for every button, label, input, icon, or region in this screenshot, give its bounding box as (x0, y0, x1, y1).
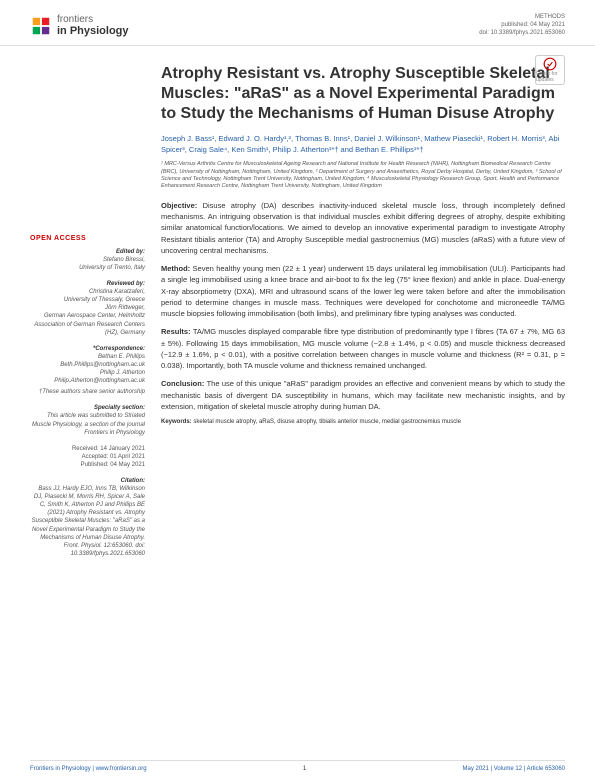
spec-label: Specialty section: (30, 404, 145, 412)
journal-name: frontiers in Physiology (57, 14, 129, 37)
senior-note: †These authors share senior authorship (30, 388, 145, 396)
sidebar: OPEN ACCESS Edited by: Stefano Biressi, … (30, 64, 145, 566)
edited-by-section: Edited by: Stefano Biressi, University o… (30, 248, 145, 272)
footer-left[interactable]: Frontiers in Physiology | www.frontiersi… (30, 766, 147, 772)
published-date: published: 04 May 2021 (479, 22, 565, 30)
affiliations: ¹ MRC-Versus Arthritis Centre for Muscul… (161, 161, 565, 190)
journal-logo: frontiers in Physiology (30, 14, 129, 37)
corr2-email: Philip.Atherton@nottingham.ac.uk (30, 377, 145, 385)
keywords-label: Keywords: (161, 419, 192, 425)
citation-text: Bass JJ, Hardy EJO, Inns TB, Wilkinson D… (30, 485, 145, 558)
edited-label: Edited by: (30, 248, 145, 256)
methods-label: METHODS (479, 14, 565, 22)
citation-section: Citation: Bass JJ, Hardy EJO, Inns TB, W… (30, 477, 145, 558)
check-updates-badge[interactable]: Check for updates (535, 55, 565, 85)
frontiers-icon (30, 15, 52, 37)
footer-right: May 2021 | Volume 12 | Article 653060 (462, 766, 565, 772)
objective-section: Objective: Disuse atrophy (DA) describes… (161, 200, 565, 256)
corr2-name: Philip J. Atherton (30, 369, 145, 377)
reviewed-label: Reviewed by: (30, 280, 145, 288)
keywords-text: skeletal muscle atrophy, aRaS, disuse at… (192, 419, 461, 425)
main-content: OPEN ACCESS Edited by: Stefano Biressi, … (0, 46, 595, 574)
correspondence-section: *Correspondence: Bethan E. Phillips Beth… (30, 345, 145, 397)
editor-aff: University of Trento, Italy (30, 264, 145, 272)
method-heading: Method: (161, 264, 190, 273)
article-title: Atrophy Resistant vs. Atrophy Susceptibl… (161, 64, 565, 124)
reviewer2-name: Jörn Rittweger, (30, 304, 145, 312)
reviewer1-aff: University of Thessaly, Greece (30, 296, 145, 304)
corr1-email: Beth.Phillips@nottingham.ac.uk (30, 361, 145, 369)
spec-text: This article was submitted to Striated M… (30, 412, 145, 436)
journal-line1: frontiers (57, 14, 93, 25)
objective-heading: Objective: (161, 201, 197, 210)
doi: doi: 10.3389/fphys.2021.653060 (479, 30, 565, 38)
page-number: 1 (303, 766, 306, 772)
results-heading: Results: (161, 327, 191, 336)
page-footer: Frontiers in Physiology | www.frontiersi… (30, 760, 565, 772)
publication-info: METHODS published: 04 May 2021 doi: 10.3… (479, 14, 565, 37)
conclusion-section: Conclusion: The use of this unique "aRaS… (161, 378, 565, 412)
editor-name: Stefano Biressi, (30, 256, 145, 264)
dates-section: Received: 14 January 2021 Accepted: 01 A… (30, 445, 145, 469)
reviewer2-aff: German Aerospace Center, Helmholtz Assoc… (30, 312, 145, 336)
open-access-label: OPEN ACCESS (30, 234, 145, 243)
method-text: Seven healthy young men (22 ± 1 year) un… (161, 264, 565, 318)
keywords: Keywords: skeletal muscle atrophy, aRaS,… (161, 419, 565, 425)
received-date: Received: 14 January 2021 (30, 445, 145, 453)
conclusion-heading: Conclusion: (161, 379, 204, 388)
journal-line2: in Physiology (57, 25, 129, 37)
specialty-section: Specialty section: This article was subm… (30, 404, 145, 436)
reviewer1-name: Christina Karatzaferi, (30, 288, 145, 296)
conclusion-text: The use of this unique "aRaS" paradigm p… (161, 379, 565, 411)
article-content: Atrophy Resistant vs. Atrophy Susceptibl… (161, 64, 565, 566)
objective-text: Disuse atrophy (DA) describes inactivity… (161, 201, 565, 255)
method-section: Method: Seven healthy young men (22 ± 1 … (161, 263, 565, 319)
page-header: frontiers in Physiology METHODS publishe… (0, 0, 595, 46)
check-icon (543, 57, 557, 71)
reviewed-by-section: Reviewed by: Christina Karatzaferi, Univ… (30, 280, 145, 337)
accepted-date: Accepted: 01 April 2021 (30, 453, 145, 461)
corr-label: *Correspondence: (30, 345, 145, 353)
authors-list: Joseph J. Bass¹, Edward J. O. Hardy¹,², … (161, 134, 565, 155)
badge-text: Check for updates (536, 71, 564, 83)
results-text: TA/MG muscles displayed comparable fibre… (161, 327, 565, 370)
results-section: Results: TA/MG muscles displayed compara… (161, 326, 565, 371)
corr1-name: Bethan E. Phillips (30, 353, 145, 361)
citation-label: Citation: (30, 477, 145, 485)
published-date-side: Published: 04 May 2021 (30, 461, 145, 469)
